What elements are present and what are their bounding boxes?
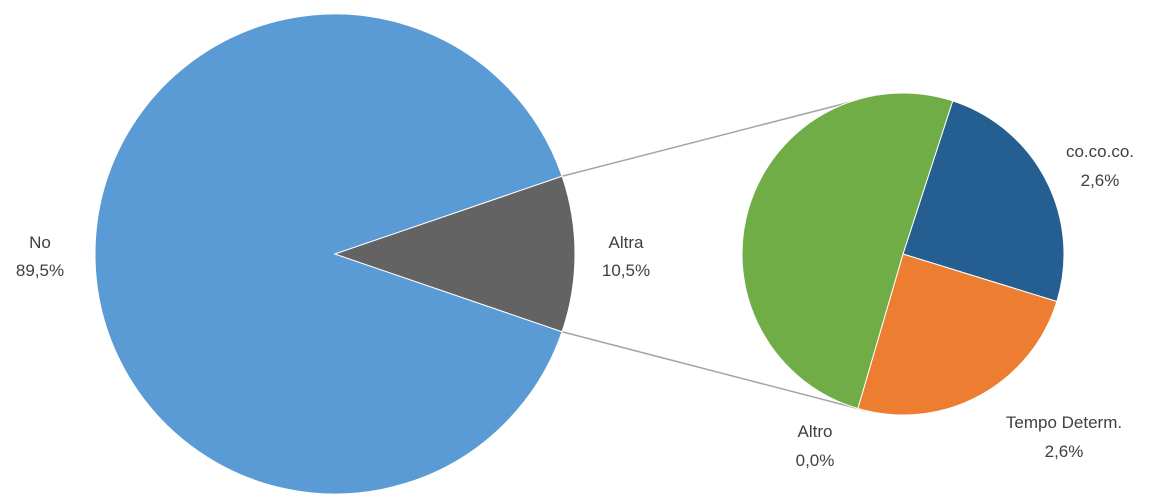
main-pie [94,13,576,494]
label-altra-value: 10,5% [602,261,650,280]
label-no-name: No [29,233,51,252]
secondary-pie [741,92,1065,416]
connector-lines [561,94,878,412]
pie-slice-altro [741,92,954,410]
label-altro-value: 0,0% [796,451,835,470]
label-tempo-value: 2,6% [1045,442,1084,461]
label-cococo-name: co.co.co. [1066,142,1134,161]
pie-slice-no [94,13,563,494]
label-altra-name: Altra [609,233,645,252]
pie-slice-tempo-determ [857,253,1058,416]
connector-line-top [561,94,878,177]
label-cococo-value: 2,6% [1081,171,1120,190]
pie-slice-co-co-co [902,100,1065,303]
pie-slice-altra [333,175,576,333]
label-no-value: 89,5% [16,261,64,280]
label-altro-name: Altro [798,422,833,441]
label-tempo-name: Tempo Determ. [1006,413,1122,432]
connector-line-bottom [561,331,867,412]
